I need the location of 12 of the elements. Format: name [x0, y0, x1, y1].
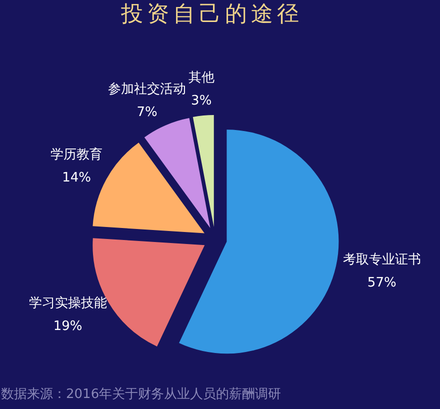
chart-title: 投资自己的途径	[121, 2, 303, 27]
data-label: 57%	[367, 276, 396, 291]
data-label: 14%	[62, 170, 91, 186]
slice-label: 学习实操技能	[28, 296, 107, 312]
slice-label: 考取专业证书	[342, 252, 421, 268]
slice-label: 其他	[188, 70, 214, 86]
data-label: 3%	[191, 94, 212, 109]
slice-label: 学历教育	[50, 146, 103, 163]
source-note: 数据来源：2016年关于财务从业人员的薪酬调研	[1, 387, 282, 402]
slice-label: 参加社交活动	[108, 81, 186, 98]
data-label: 7%	[136, 105, 158, 120]
data-label: 19%	[53, 319, 82, 334]
